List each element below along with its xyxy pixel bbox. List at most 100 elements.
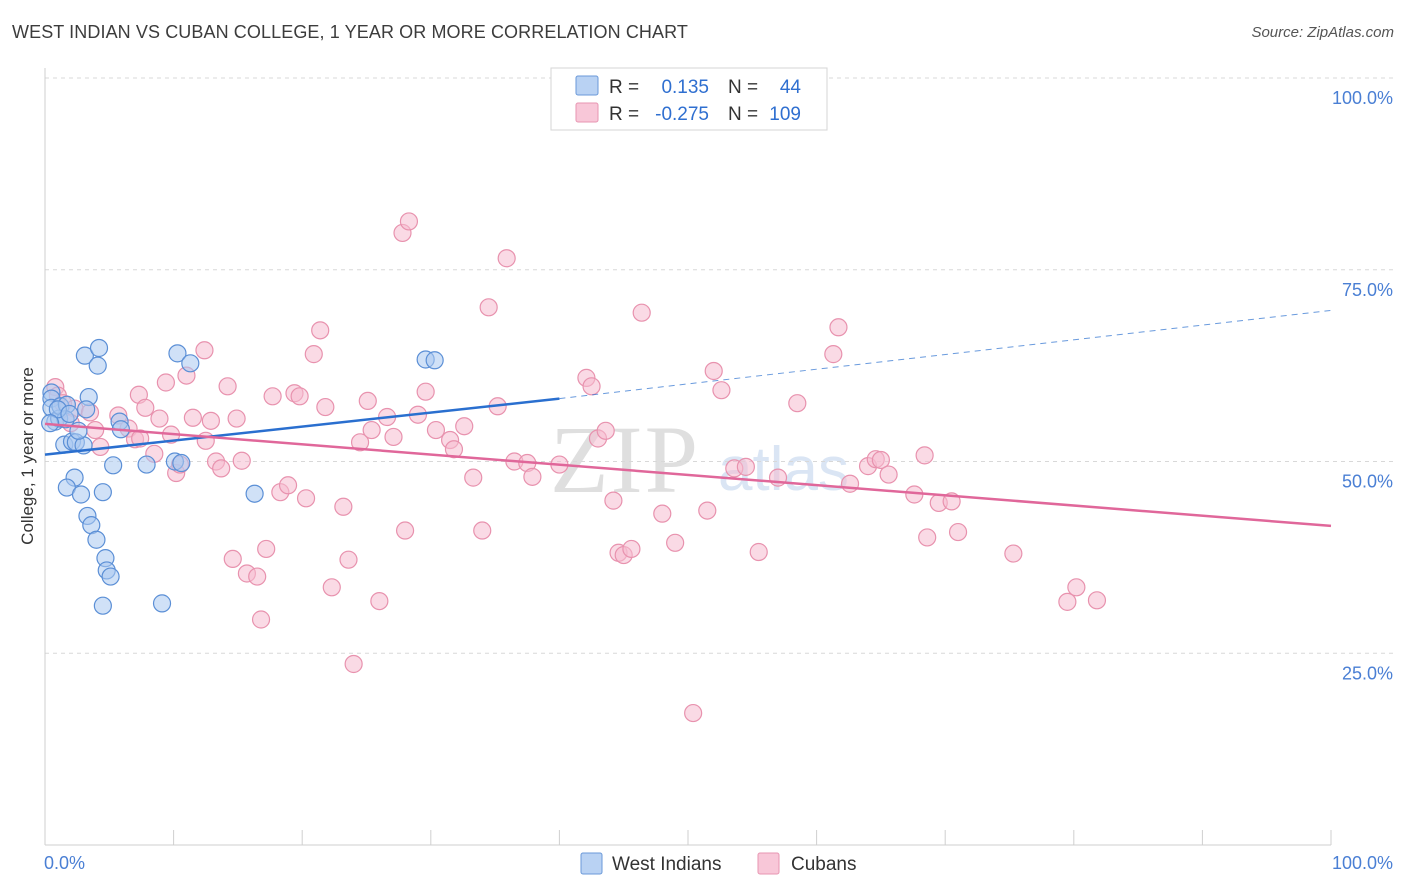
west-indians-points [41, 338, 444, 615]
cubans-point [196, 431, 215, 450]
y-tick-label: 50.0% [1342, 472, 1393, 492]
y-axis-label: College, 1 year or more [18, 367, 37, 545]
cubans-point [684, 703, 703, 723]
cubans-point [358, 391, 377, 411]
cubans-point [918, 528, 937, 547]
west-indians-point [104, 456, 123, 475]
cubans-point [1067, 578, 1086, 597]
west-indians-point [77, 400, 96, 419]
cubans-point [632, 303, 651, 322]
cubans-point [362, 420, 381, 440]
west-indians-point [89, 338, 109, 358]
cubans-point [444, 440, 464, 459]
west-indians-point [93, 596, 112, 615]
cubans-point [195, 341, 214, 360]
cubans-point [523, 467, 542, 486]
west-indians-point [87, 530, 106, 549]
cubans-point [736, 457, 755, 476]
cubans-point [311, 321, 330, 340]
cubans-point [218, 377, 237, 396]
cubans-point [1058, 592, 1077, 611]
cubans-point [473, 521, 492, 540]
cubans-point [183, 408, 202, 427]
west-indians-point [152, 594, 172, 613]
watermark: ZIP atlas [550, 406, 849, 513]
cubans-point [223, 549, 242, 569]
cubans-point [426, 420, 446, 440]
y-tick-label: 75.0% [1342, 280, 1393, 300]
cubans-point [915, 446, 934, 465]
cubans-point [227, 409, 246, 428]
cubans-point [339, 550, 358, 569]
cubans-point [316, 397, 335, 417]
trend-lines [44, 309, 1332, 528]
cubans-point [824, 345, 843, 364]
legend-cubans-n-value: 109 [769, 104, 801, 125]
cubans-point [322, 578, 341, 597]
west-indians-point [60, 404, 79, 424]
legend-swatch-cubans [575, 102, 599, 123]
source-credit: Source: ZipAtlas.com [1251, 24, 1394, 41]
cubans-point [582, 377, 601, 396]
chart-title: WEST INDIAN VS CUBAN COLLEGE, 1 YEAR OR … [12, 22, 688, 42]
cubans-point [395, 521, 415, 540]
west-indians-point [137, 455, 156, 474]
bottom-legend-swatch-west-indians [580, 852, 603, 875]
y-tick-labels: 100.0% 75.0% 50.0% 25.0% [1332, 88, 1393, 683]
bottom-legend-label-west-indians: West Indians [612, 854, 721, 875]
cubans-point [136, 398, 155, 417]
legend-west-r-label: R = [609, 77, 639, 98]
cubans-point [497, 249, 516, 268]
cubans-point [698, 501, 717, 520]
x-axis-ticks [44, 830, 1332, 845]
west-indians-point [88, 356, 107, 375]
legend-cubans-n-label: N = [728, 104, 758, 125]
cubans-point [296, 489, 316, 508]
legend-west-n-value: 44 [780, 77, 802, 98]
cubans-point [840, 474, 860, 493]
cubans-point [156, 373, 175, 392]
cubans-point [479, 298, 498, 317]
west-indians-point [425, 351, 444, 370]
cubans-point [712, 381, 731, 400]
cubans-point [416, 382, 435, 401]
legend-west-r-value: 0.135 [661, 77, 709, 98]
cubans-point [1087, 591, 1107, 610]
watermark-zip: ZIP [550, 406, 700, 513]
west-indians-point [168, 344, 187, 363]
west-indians-point [172, 453, 191, 473]
cubans-point [788, 394, 807, 413]
cubans-point [251, 610, 271, 629]
west-indians-point [181, 354, 200, 373]
cubans-point [212, 459, 231, 478]
cubans-point [290, 387, 309, 406]
cubans-point [399, 212, 419, 231]
cubans-point [749, 542, 768, 562]
cubans-point [334, 497, 353, 516]
cubans-point [350, 433, 370, 452]
cubans-point [464, 468, 483, 487]
bottom-legend: West Indians Cubans [580, 852, 857, 875]
cubans-point [596, 421, 615, 440]
west-indians-point [245, 484, 264, 503]
y-tick-label: 25.0% [1342, 663, 1393, 683]
cubans-point [86, 420, 105, 440]
bottom-legend-label-cubans: Cubans [791, 854, 857, 875]
cubans-point [232, 451, 251, 470]
cubans-point [948, 522, 968, 542]
cubans-trend-line [44, 422, 1332, 528]
legend-cubans-r-label: R = [609, 104, 639, 125]
legend-box: R = 0.135 N = 44 R = -0.275 N = 109 [550, 67, 828, 131]
west-indians-trend-line [44, 397, 560, 456]
cubans-point [150, 409, 169, 428]
cubans-point [829, 318, 848, 337]
cubans-point [344, 654, 363, 674]
cubans-point [653, 504, 672, 523]
y-tick-label: 100.0% [1332, 88, 1393, 108]
cubans-point [879, 465, 898, 484]
x-tick-label-max: 100.0% [1332, 853, 1393, 873]
west-indians-point [93, 483, 112, 502]
bottom-legend-swatch-cubans [757, 852, 780, 875]
legend-swatch-west-indians [575, 75, 599, 96]
